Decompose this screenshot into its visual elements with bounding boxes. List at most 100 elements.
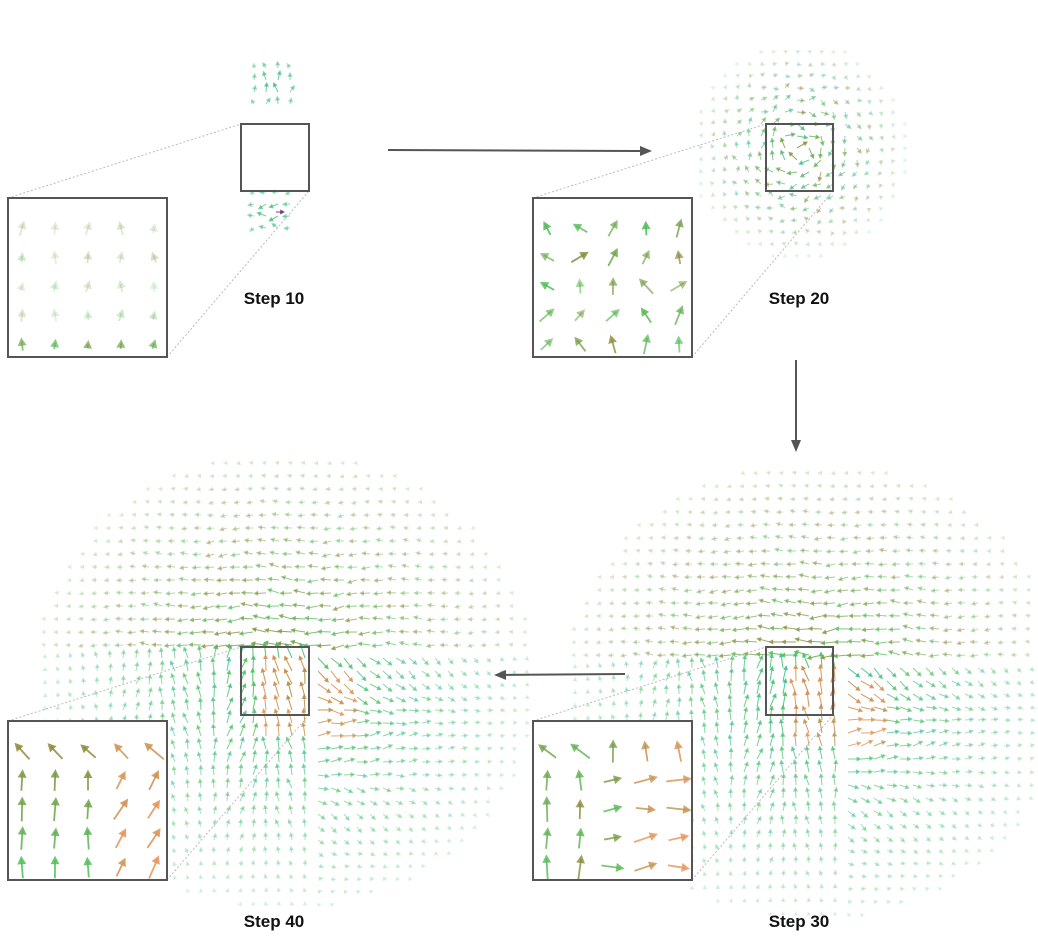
step-20-field-vector (844, 61, 850, 67)
step-40-inset-frame (7, 720, 168, 881)
step-40-field-vector (481, 603, 488, 609)
step-30-field-vector (718, 653, 732, 659)
step-30-field-vector (893, 522, 901, 528)
step-40-field-vector (213, 644, 219, 659)
step-30-field-vector (727, 801, 733, 812)
step-40-field-vector (336, 513, 345, 519)
step-40-field-vector (79, 551, 85, 557)
step-20-field-vector (865, 159, 871, 166)
step-40-field-vector (253, 590, 267, 596)
step-30-field-vector (1029, 743, 1036, 749)
step-30-field-vector (886, 680, 897, 691)
step-30-field-vector (806, 855, 812, 864)
step-40-field-vector (184, 737, 190, 750)
step-40-field-vector (188, 642, 202, 648)
step-40-field-vector (486, 759, 493, 765)
step-40-field-vector (183, 751, 189, 763)
step-20-field-vector (801, 206, 810, 212)
step-20-field-vector (760, 116, 767, 125)
step-40-field-vector (486, 707, 494, 713)
step-30-field-vector (646, 574, 654, 579)
step-40-field-vector (143, 512, 150, 518)
step-40-field-vector (101, 642, 111, 648)
step-30-field-vector (826, 535, 836, 541)
step-30-field-vector (925, 755, 937, 761)
step-40-field-vector (395, 657, 407, 664)
step-40-field-vector (404, 486, 410, 492)
step-40-field-vector (395, 721, 408, 727)
step-30-field-vector (842, 483, 849, 489)
step-30-field-vector (886, 848, 894, 854)
step-40-field-vector (262, 694, 268, 711)
step-40-field-vector (91, 577, 98, 583)
step-30-field-vector (802, 718, 810, 734)
step-40-field-vector (80, 664, 86, 672)
step-30-field-vector (781, 800, 787, 812)
step-20-field-vector (748, 96, 755, 102)
step-40-field-vector (439, 616, 449, 622)
step-40-field-vector (447, 758, 456, 765)
step-40-field-vector (227, 604, 241, 610)
step-30-inset-vector (666, 805, 692, 814)
step-20-field-vector (817, 171, 823, 182)
step-30-field-vector (758, 598, 771, 604)
step-30-field-vector (1015, 821, 1021, 827)
step-30-field-vector (938, 741, 949, 747)
step-30-field-vector (727, 733, 733, 747)
step-30-field-vector (699, 657, 706, 669)
step-30-field-vector (804, 745, 810, 760)
step-30-field-vector (572, 715, 578, 721)
step-40-field-vector (365, 473, 371, 479)
step-40-field-vector (255, 550, 267, 556)
step-40-field-vector (499, 720, 506, 726)
step-30-field-vector (990, 680, 998, 687)
step-30-field-vector (792, 842, 798, 851)
step-30-field-vector (830, 745, 836, 760)
step-40-field-vector (468, 590, 475, 596)
step-40-field-vector (473, 670, 480, 676)
step-40-field-vector (103, 577, 111, 583)
step-40-field-vector (484, 811, 490, 818)
step-30-field-vector (657, 612, 667, 618)
step-40-field-vector (203, 577, 215, 583)
step-40-field-vector (425, 643, 436, 649)
step-40-field-vector (250, 667, 256, 685)
step-30-field-vector (622, 548, 628, 554)
step-20-field-vector (838, 194, 846, 200)
step-30-field-vector (958, 561, 966, 567)
step-40-field-vector (42, 666, 48, 672)
step-30-inset-vector (608, 739, 618, 763)
step-40-field-vector (102, 604, 111, 610)
step-30-field-vector (894, 496, 901, 502)
step-20-field-vector (844, 99, 851, 105)
step-20-inset-vector (638, 278, 654, 295)
step-30-field-vector (701, 708, 707, 721)
step-20-field-vector (866, 123, 872, 131)
step-40-field-vector (185, 792, 191, 802)
step-40-field-vector (211, 846, 217, 854)
step-20-field-vector (784, 82, 790, 89)
step-30-field-vector (733, 574, 745, 580)
step-30-field-vector (771, 586, 784, 592)
step-30-field-vector (956, 600, 966, 606)
step-30-field-vector (624, 660, 630, 669)
step-30-field-vector (632, 651, 641, 657)
step-20-field-vector (736, 131, 743, 137)
step-30-field-vector (701, 721, 707, 734)
step-30-field-vector (1011, 613, 1018, 619)
step-20-inset-vectors (538, 218, 688, 355)
step-40-field-vector (338, 486, 345, 492)
step-20-inset-vector (640, 307, 652, 324)
step-30-field-vector (701, 830, 707, 838)
step-40-field-vector (433, 850, 439, 856)
step-30-field-vector (860, 638, 875, 644)
step-40-field-vector (208, 486, 215, 492)
step-30-field-vector (790, 746, 797, 760)
step-20-field-vector (902, 169, 907, 176)
step-30-field-vector (798, 572, 810, 578)
step-40-field-vector (284, 655, 293, 672)
step-20-field-vector (710, 119, 716, 125)
step-40-field-vector (467, 616, 475, 622)
step-30-field-vector (1012, 561, 1019, 567)
step-30-field-vector (964, 706, 974, 712)
